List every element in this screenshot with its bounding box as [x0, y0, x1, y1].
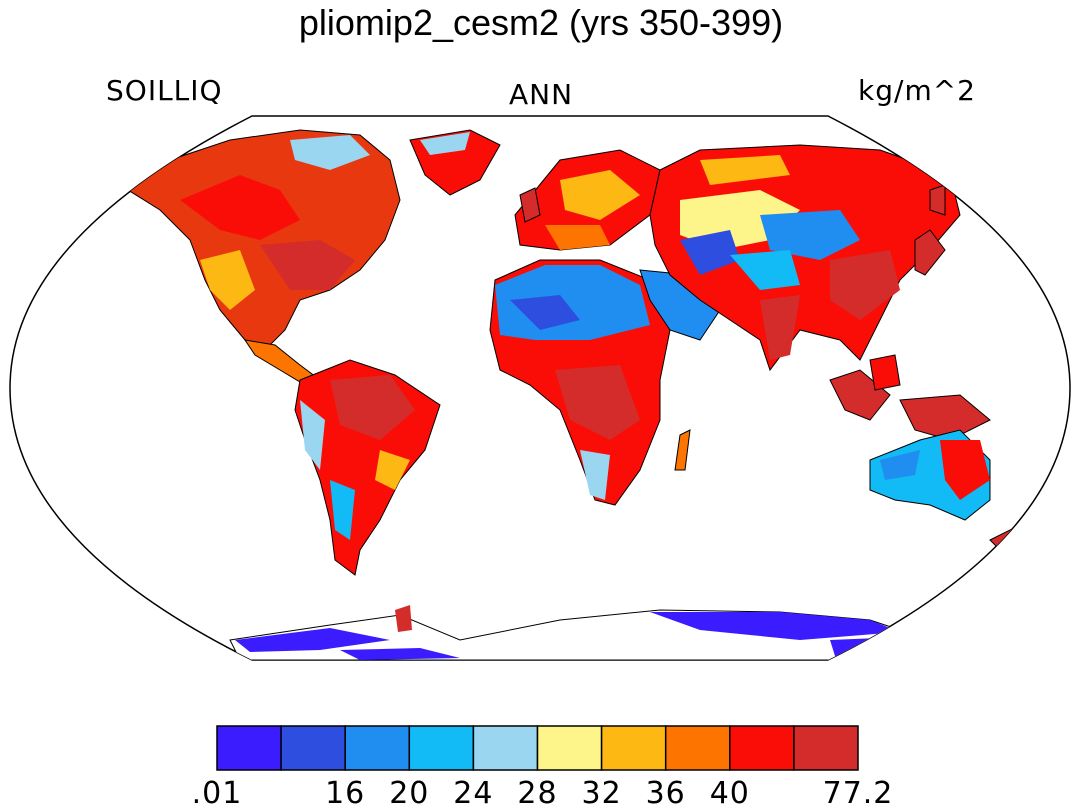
colorbar-tick-label: 24 — [453, 776, 494, 811]
colorbar-tick-label: 16 — [325, 776, 366, 811]
colorbar-swatch — [280, 725, 346, 771]
colorbar-tick-label: 77.2 — [822, 776, 894, 811]
colorbar-swatch — [793, 725, 859, 771]
colorbar-tick-label: 28 — [517, 776, 558, 811]
colorbar-tick-label: .01 — [191, 776, 243, 811]
colorbar-swatch — [664, 725, 731, 771]
colorbar-swatch — [729, 725, 795, 771]
colorbar-swatch — [408, 725, 475, 771]
season-label: ANN — [508, 78, 574, 111]
colorbar-swatch — [216, 725, 282, 771]
variable-label: SOILLIQ — [106, 74, 223, 107]
colorbar-tick-label: 36 — [645, 776, 686, 811]
colorbar-tick-label: 20 — [389, 776, 430, 811]
map-title: pliomip2_cesm2 (yrs 350-399) — [298, 2, 784, 43]
colorbar-swatch — [600, 725, 667, 771]
colorbar-swatch — [344, 725, 411, 771]
units-label: kg/m^2 — [858, 74, 976, 107]
madagascar-landmass — [674, 429, 691, 471]
britain-landmass — [519, 187, 541, 223]
colorbar-tick-label: 32 — [581, 776, 622, 811]
colorbar-swatch — [536, 725, 603, 771]
japan-landmass — [914, 229, 946, 276]
colorbar-swatch — [472, 725, 539, 771]
colorbar-tick-label: 40 — [709, 776, 750, 811]
